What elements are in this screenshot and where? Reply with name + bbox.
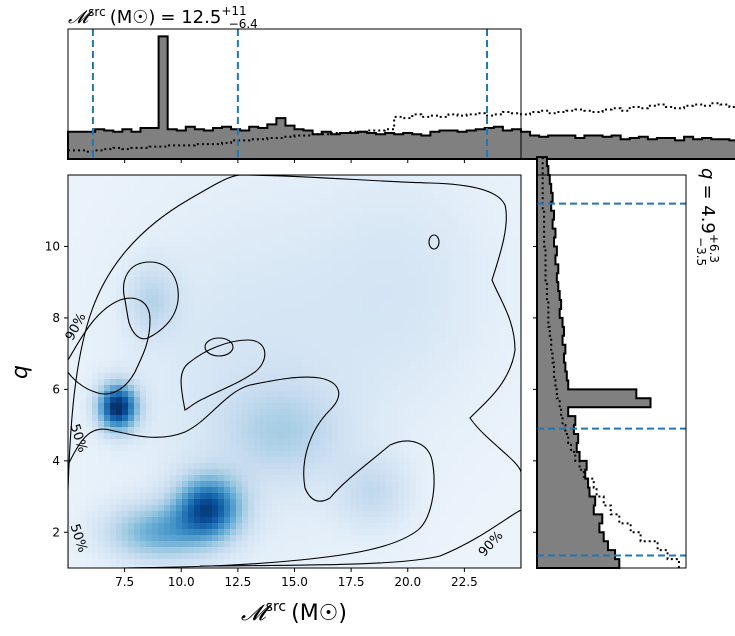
contour-50-b <box>180 339 266 411</box>
y-tick-label: 8 <box>52 311 60 325</box>
right-marginal-panel <box>533 156 687 569</box>
y-tick-label: 10 <box>45 239 60 253</box>
density-heatmap <box>68 175 521 568</box>
rtitle-var: q <box>697 168 718 179</box>
xlabel-sup: src <box>266 599 286 615</box>
title-sup: src <box>88 5 106 19</box>
x-tick-label: 12.5 <box>225 575 252 589</box>
title-unit: (M☉) <box>110 7 156 28</box>
y-axis-label: q <box>8 365 33 379</box>
x-tick-label: 15.0 <box>281 575 308 589</box>
right-frame <box>536 174 687 569</box>
contour-50-c <box>68 297 151 395</box>
contour-small-1 <box>204 337 234 357</box>
y-tick-label: 6 <box>52 382 60 396</box>
contour-90 <box>68 175 521 568</box>
top-marginal-panel <box>67 28 735 163</box>
y-tick-label: 4 <box>52 454 60 468</box>
x-tick-label: 10.0 <box>168 575 195 589</box>
posterior-histogram <box>67 35 735 160</box>
rtitle-minus: −3.5 <box>694 237 708 266</box>
x-axis-label: 𝓜src (M☉) <box>241 599 347 626</box>
q-prior-histogram <box>541 157 680 568</box>
title-eq: = 12.5 <box>160 7 221 28</box>
contours <box>68 175 521 568</box>
q-posterior-histogram <box>536 156 652 569</box>
contour-50-a <box>68 376 435 568</box>
rtitle-plus: +6.3 <box>707 234 721 263</box>
prior-histogram <box>68 102 735 153</box>
title-plus: +11 <box>221 4 246 18</box>
joint-panel: 90%50%50% 90% 7.5 10.0 12.5 15.0 17.5 20.0 22.5… <box>45 174 522 589</box>
x-tick-label: 20.0 <box>394 575 421 589</box>
xlabel-unit: (M☉) <box>291 601 347 626</box>
x-tick-label: 17.5 <box>338 575 365 589</box>
y-tick-label: 2 <box>52 525 60 539</box>
contour-50-d <box>123 261 179 340</box>
title-main: 𝓜 <box>68 7 94 28</box>
right-title: q = 4.9+6.3−3.5 <box>694 168 721 266</box>
x-tick-label: 7.5 <box>115 575 134 589</box>
top-title: 𝓜src (M☉) = 12.5+11 −6.4 <box>68 4 258 31</box>
title-minus: −6.4 <box>229 17 258 31</box>
x-tick-label: 22.5 <box>451 575 478 589</box>
rtitle-eq: = 4.9 <box>697 184 718 233</box>
top-frame <box>67 28 522 160</box>
contour-small-2 <box>428 234 440 250</box>
